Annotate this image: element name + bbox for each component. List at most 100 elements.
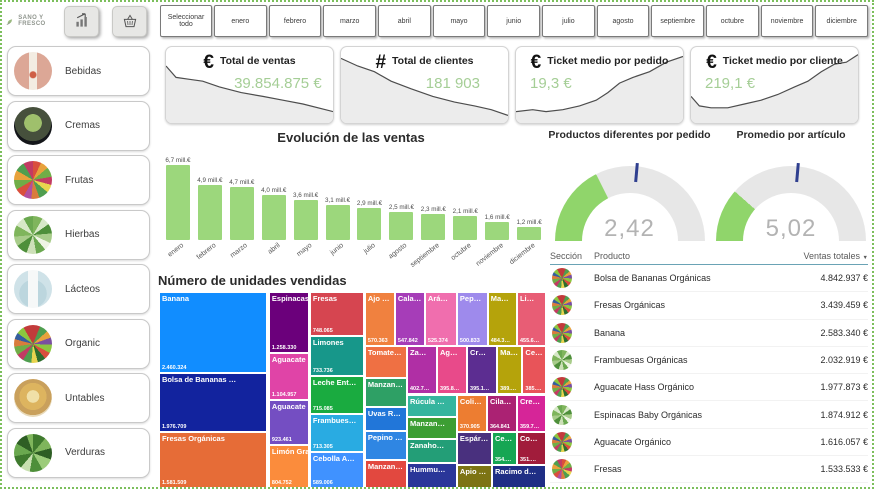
- treemap-cell-ag[interactable]: Ag… 395.8…: [437, 345, 468, 395]
- month-button-julio[interactable]: julio: [542, 5, 595, 37]
- bar-mayo[interactable]: [293, 200, 318, 240]
- treemap-cell-value: 395.1…: [470, 386, 490, 393]
- treemap-cell-ajo[interactable]: Ajo … 570.363: [364, 292, 395, 346]
- column-ventas-totales[interactable]: Ventas totales ▼: [803, 251, 868, 261]
- bar-enero[interactable]: [165, 165, 190, 240]
- bar-abril[interactable]: [261, 195, 286, 240]
- treemap-cell-ma[interactable]: Ma… 389.…: [497, 345, 523, 395]
- treemap-cell-cala[interactable]: Cala… 547.842: [394, 292, 425, 346]
- kpi-title: Total de clientes: [392, 55, 474, 67]
- month-button-marzo[interactable]: marzo: [323, 5, 377, 37]
- bar-septiembre[interactable]: [421, 214, 446, 240]
- treemap-cell-espár[interactable]: Espár…: [456, 432, 492, 465]
- treemap-cell-rúcula[interactable]: Rúcula …: [406, 394, 457, 417]
- table-row[interactable]: Aguacate Orgánico 1.616.057 €: [550, 429, 868, 457]
- treemap-cell-uvasr[interactable]: Uvas R…: [364, 406, 407, 432]
- select-all-button[interactable]: Seleccionar todo: [160, 5, 212, 37]
- treemap-cell-pepino[interactable]: Pepino …: [364, 431, 407, 460]
- category-button-organic[interactable]: Organic: [7, 318, 150, 369]
- basket-report-button[interactable]: [112, 5, 147, 37]
- treemap-cell-cr[interactable]: Cr… 395.1…: [467, 345, 498, 395]
- treemap-cell-apio[interactable]: Apio …: [456, 464, 492, 487]
- treemap-cell-manzan[interactable]: Manzan…: [364, 459, 407, 487]
- treemap-cell-hummu[interactable]: Hummu…: [406, 462, 457, 487]
- gauge-title: Promedio por artículo: [736, 129, 846, 141]
- table-row[interactable]: Bolsa de Bananas Orgánicas 4.842.937 €: [550, 265, 868, 293]
- treemap-cell-ce[interactable]: Ce… 385.…: [522, 345, 546, 395]
- bar-column-septiembre: 2,3 mill.€ septiembre: [409, 152, 449, 269]
- month-button-abril[interactable]: abril: [378, 5, 431, 37]
- table-row[interactable]: Espinacas Baby Orgánicas 1.874.912 €: [550, 401, 868, 429]
- bar-diciembre[interactable]: [517, 227, 542, 240]
- treemap-cell-lecheent[interactable]: Leche Ent… 715.085: [309, 376, 364, 414]
- treemap-cell-cebollaa[interactable]: Cebolla A… 589.006: [309, 451, 364, 487]
- month-button-diciembre[interactable]: diciembre: [815, 5, 869, 37]
- category-label: Untables: [65, 392, 105, 404]
- treemap-cell-tomate[interactable]: Tomate…: [364, 345, 407, 379]
- month-button-agosto[interactable]: agosto: [596, 5, 650, 37]
- treemap-cell-za[interactable]: Za… 402.7…: [406, 345, 437, 395]
- category-button-untables[interactable]: Untables: [7, 373, 150, 423]
- sales-value: 1.874.912 €: [820, 409, 868, 420]
- treemap-cell-value: 370.905: [459, 424, 480, 431]
- treemap-cell-co[interactable]: Co… 351.…: [516, 432, 546, 465]
- treemap-cell-aguacateo[interactable]: Aguacate O… 923.461: [268, 399, 310, 446]
- treemap-cell-pep[interactable]: Pep… 500.833: [456, 292, 488, 346]
- table-row[interactable]: Banana 2.583.340 €: [550, 320, 868, 347]
- treemap-cell-fresasorgánicas[interactable]: Fresas Orgánicas 1.581.509: [158, 432, 267, 487]
- bar-julio[interactable]: [357, 208, 382, 240]
- treemap-cell-zanaho[interactable]: Zanaho…: [406, 439, 457, 463]
- treemap-cell-limones[interactable]: Limones 733.736: [309, 335, 364, 377]
- treemap-cell-fresas[interactable]: Fresas 748.065: [309, 292, 364, 336]
- category-label: Verduras: [65, 447, 106, 458]
- treemap-cell-manzan[interactable]: Manzan…: [364, 378, 407, 407]
- gauge-value: 5,02: [765, 215, 817, 242]
- treemap-cell-manzan[interactable]: Manzan…: [406, 416, 457, 440]
- category-button-bebidas[interactable]: Bebidas: [7, 46, 150, 96]
- treemap-cell-value: 385.…: [525, 386, 542, 393]
- gauge-value: 2,42: [604, 215, 655, 242]
- month-button-octubre[interactable]: octubre: [706, 5, 759, 37]
- bar-noviembre[interactable]: [485, 222, 510, 240]
- bar-febrero[interactable]: [197, 185, 222, 240]
- month-button-noviembre[interactable]: noviembre: [760, 5, 814, 37]
- treemap-cell-cre[interactable]: Cre… 359.7…: [516, 394, 546, 433]
- chart-icon: [75, 13, 87, 27]
- treemap-cell-label: Ma…: [490, 294, 509, 303]
- month-button-septiembre[interactable]: septiembre: [651, 5, 705, 37]
- category-button-hierbas[interactable]: Hierbas: [7, 209, 150, 260]
- table-row[interactable]: Frambuesas Orgánicas 2.032.919 €: [550, 347, 868, 375]
- column-producto[interactable]: Producto: [594, 251, 631, 261]
- treemap-cell-bolsadebananas[interactable]: Bolsa de Bananas … 1.976.709: [158, 373, 267, 433]
- category-button-frutas[interactable]: Frutas: [7, 155, 150, 205]
- treemap-cell-aguacateh[interactable]: Aguacate H… 1.104.957: [268, 352, 310, 400]
- month-button-mayo[interactable]: mayo: [432, 5, 486, 37]
- bar-octubre[interactable]: [453, 216, 478, 240]
- treemap-cell-cila[interactable]: Cila… 364.841: [486, 394, 517, 433]
- month-button-febrero[interactable]: febrero: [268, 5, 322, 37]
- treemap-cell-coli[interactable]: Coli… 370.905: [456, 394, 487, 433]
- column-seccion[interactable]: Sección: [550, 251, 583, 261]
- table-row[interactable]: Fresas 1.533.533 €: [550, 456, 868, 484]
- bar-marzo[interactable]: [229, 187, 254, 240]
- treemap-cell-espinacasb[interactable]: Espinacas B… 1.258.330: [268, 292, 310, 353]
- category-button-lacteos[interactable]: Lácteos: [7, 264, 150, 314]
- treemap-cell-ma[interactable]: Ma… 484.3…: [487, 292, 517, 346]
- treemap-cell-banana[interactable]: Banana 2.460.324: [158, 292, 267, 374]
- treemap-cell-racimod[interactable]: Racimo d…: [492, 464, 546, 487]
- treemap-cell-li[interactable]: Li… 455.6…: [516, 292, 546, 346]
- bar-agosto[interactable]: [389, 212, 414, 240]
- table-row[interactable]: Fresas Orgánicas 3.439.459 €: [550, 292, 868, 320]
- bar-junio[interactable]: [325, 205, 350, 240]
- treemap-cell-limóngran[interactable]: Limón Gran… 804.752: [268, 445, 310, 487]
- sales-report-button[interactable]: [64, 5, 99, 37]
- category-button-cremas[interactable]: Cremas: [7, 100, 150, 151]
- month-button-junio[interactable]: junio: [487, 5, 541, 37]
- treemap-cell-frambues[interactable]: Frambues… 713.305: [309, 413, 364, 452]
- table-row[interactable]: Aguacate Hass Orgánico 1.977.873 €: [550, 374, 868, 402]
- category-button-verduras[interactable]: Verduras: [7, 427, 150, 478]
- treemap-cell-ará[interactable]: Ará… 525.374: [424, 292, 457, 346]
- month-button-enero[interactable]: enero: [214, 5, 267, 37]
- treemap-cell-ce[interactable]: Ce… 354.…: [492, 432, 517, 465]
